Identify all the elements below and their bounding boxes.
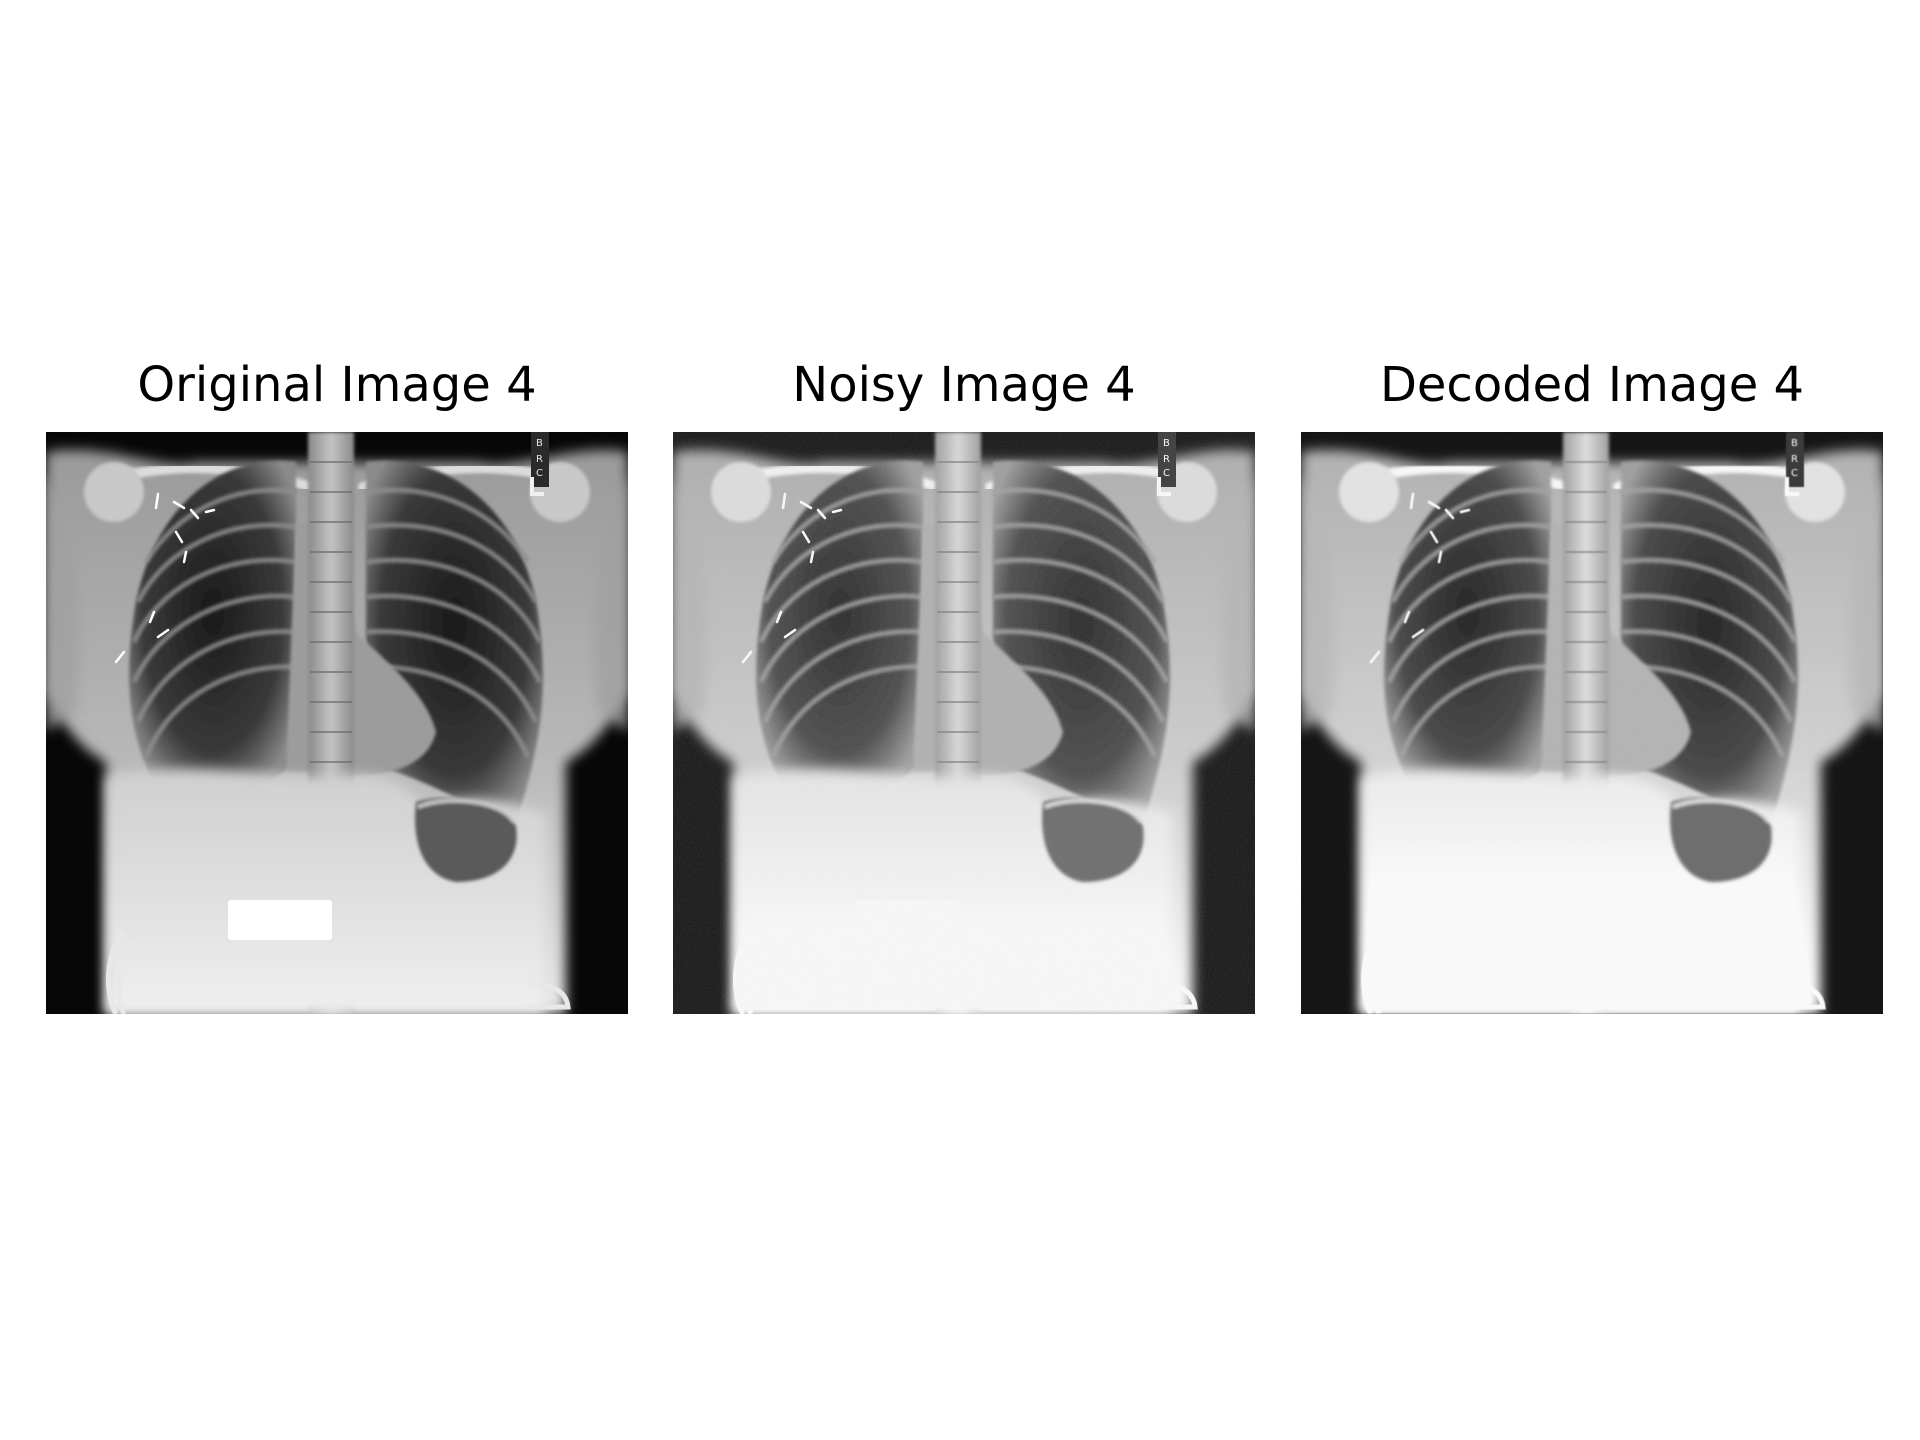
noisy-image-title: Noisy Image 4 [792, 357, 1136, 413]
original-chest-xray-image [46, 432, 628, 1014]
decoded-image-title: Decoded Image 4 [1379, 357, 1805, 413]
noisy-chest-xray-image [673, 432, 1255, 1014]
original-image-title: Original Image 4 [137, 357, 537, 413]
decoded-chest-xray-image [1301, 432, 1883, 1014]
